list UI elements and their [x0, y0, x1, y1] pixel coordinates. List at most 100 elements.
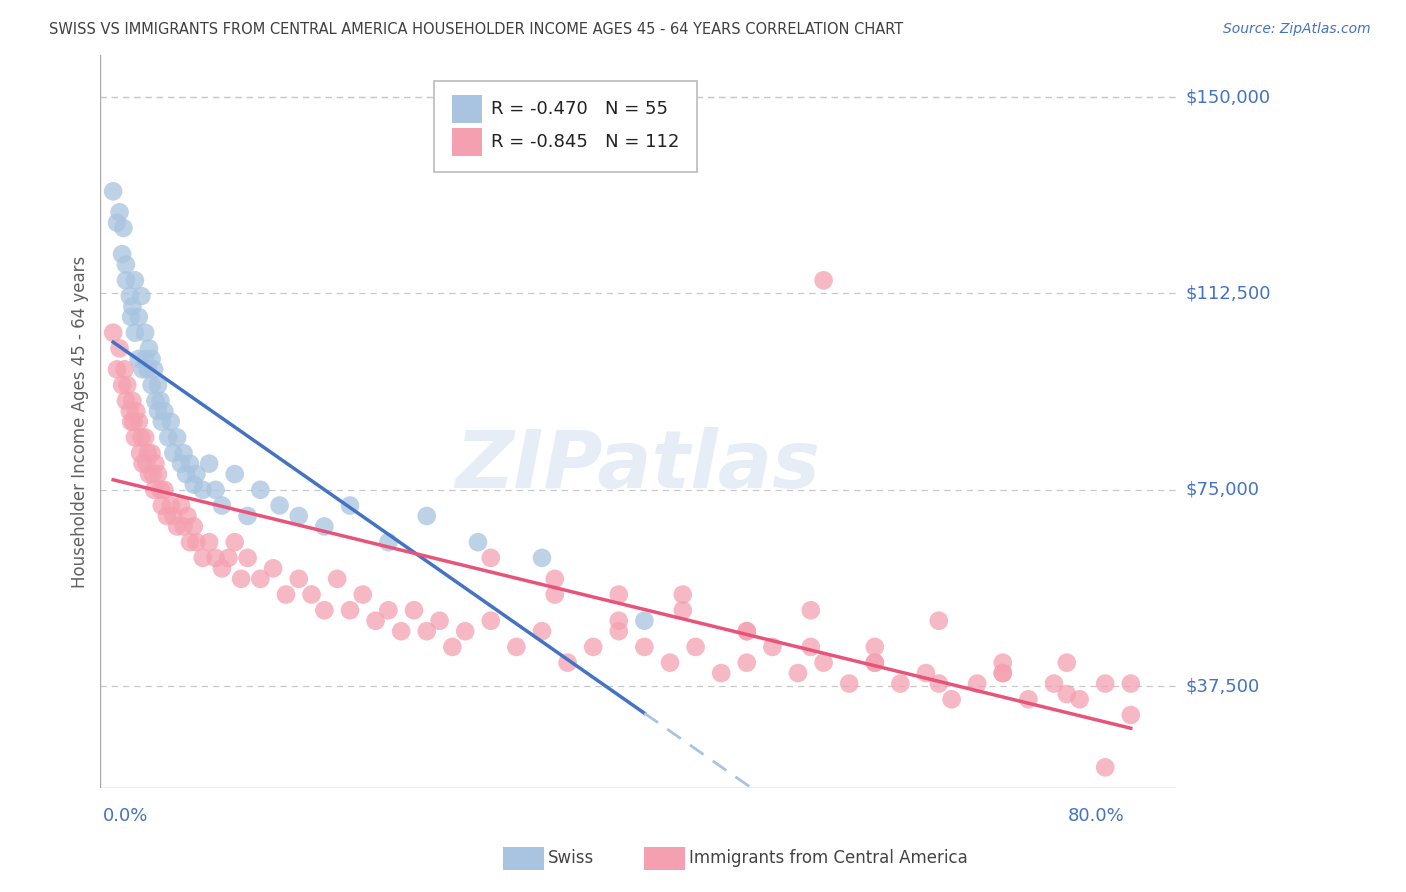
Point [186, 535, 208, 549]
Point [143, 362, 166, 376]
Point [467, 535, 489, 549]
Point [153, 483, 176, 497]
Point [224, 467, 246, 481]
Point [217, 550, 239, 565]
Point [352, 588, 374, 602]
Text: $112,500: $112,500 [1185, 285, 1271, 302]
Point [377, 603, 399, 617]
Point [125, 404, 148, 418]
Point [191, 483, 214, 497]
Point [236, 508, 259, 523]
Point [156, 508, 179, 523]
Point [262, 561, 284, 575]
Point [1119, 708, 1142, 723]
Point [941, 692, 963, 706]
Point [198, 535, 221, 549]
Point [454, 624, 477, 639]
Point [136, 362, 159, 376]
Point [179, 535, 201, 549]
Point [1094, 676, 1116, 690]
Point [314, 519, 336, 533]
Point [129, 446, 152, 460]
Point [150, 499, 173, 513]
Point [174, 467, 197, 481]
Point [607, 624, 630, 639]
Point [1119, 676, 1142, 690]
Point [115, 378, 138, 392]
Point [105, 216, 128, 230]
Point [108, 205, 131, 219]
Y-axis label: Householder Income Ages 45 - 64 years: Householder Income Ages 45 - 64 years [72, 256, 89, 588]
Point [136, 446, 159, 460]
Point [162, 508, 184, 523]
Point [479, 550, 502, 565]
Point [915, 666, 938, 681]
Point [198, 457, 221, 471]
Point [145, 457, 167, 471]
Point [863, 656, 886, 670]
Text: SWISS VS IMMIGRANTS FROM CENTRAL AMERICA HOUSEHOLDER INCOME AGES 45 - 64 YEARS C: SWISS VS IMMIGRANTS FROM CENTRAL AMERICA… [49, 22, 904, 37]
Point [134, 351, 156, 366]
Point [402, 603, 425, 617]
Point [269, 499, 291, 513]
Point [863, 656, 886, 670]
Point [991, 656, 1014, 670]
Point [143, 483, 166, 497]
Text: $37,500: $37,500 [1185, 677, 1260, 695]
Point [108, 342, 131, 356]
Point [150, 415, 173, 429]
Text: ZIPatlas: ZIPatlas [456, 426, 821, 505]
Point [112, 221, 135, 235]
Point [249, 572, 271, 586]
Point [115, 273, 138, 287]
Point [659, 656, 682, 670]
Point [157, 430, 180, 444]
Point [633, 640, 655, 654]
Point [224, 535, 246, 549]
Point [120, 310, 142, 324]
Point [301, 588, 323, 602]
Point [607, 588, 630, 602]
Point [800, 603, 823, 617]
Point [813, 656, 835, 670]
Bar [451, 95, 482, 123]
Point [274, 588, 297, 602]
Point [121, 393, 143, 408]
Point [118, 289, 141, 303]
Point [124, 326, 146, 340]
Point [710, 666, 733, 681]
Point [131, 289, 153, 303]
Point [173, 446, 195, 460]
Point [121, 300, 143, 314]
Point [211, 499, 233, 513]
Point [179, 457, 201, 471]
Point [159, 415, 181, 429]
Point [800, 640, 823, 654]
Point [131, 457, 153, 471]
Point [633, 614, 655, 628]
Point [416, 624, 439, 639]
Point [231, 572, 253, 586]
Point [838, 676, 860, 690]
Point [128, 351, 150, 366]
Text: $150,000: $150,000 [1185, 88, 1271, 106]
Text: Source: ZipAtlas.com: Source: ZipAtlas.com [1223, 22, 1371, 37]
Point [863, 640, 886, 654]
Point [1094, 760, 1116, 774]
Point [120, 415, 142, 429]
Point [211, 561, 233, 575]
Point [314, 603, 336, 617]
Point [441, 640, 464, 654]
Point [159, 499, 181, 513]
Point [685, 640, 707, 654]
Point [236, 550, 259, 565]
Point [142, 467, 165, 481]
Text: 0.0%: 0.0% [103, 806, 148, 824]
Point [170, 457, 193, 471]
Point [735, 656, 758, 670]
Point [186, 467, 208, 481]
Point [166, 430, 188, 444]
Point [339, 499, 361, 513]
Point [544, 572, 567, 586]
Point [991, 666, 1014, 681]
